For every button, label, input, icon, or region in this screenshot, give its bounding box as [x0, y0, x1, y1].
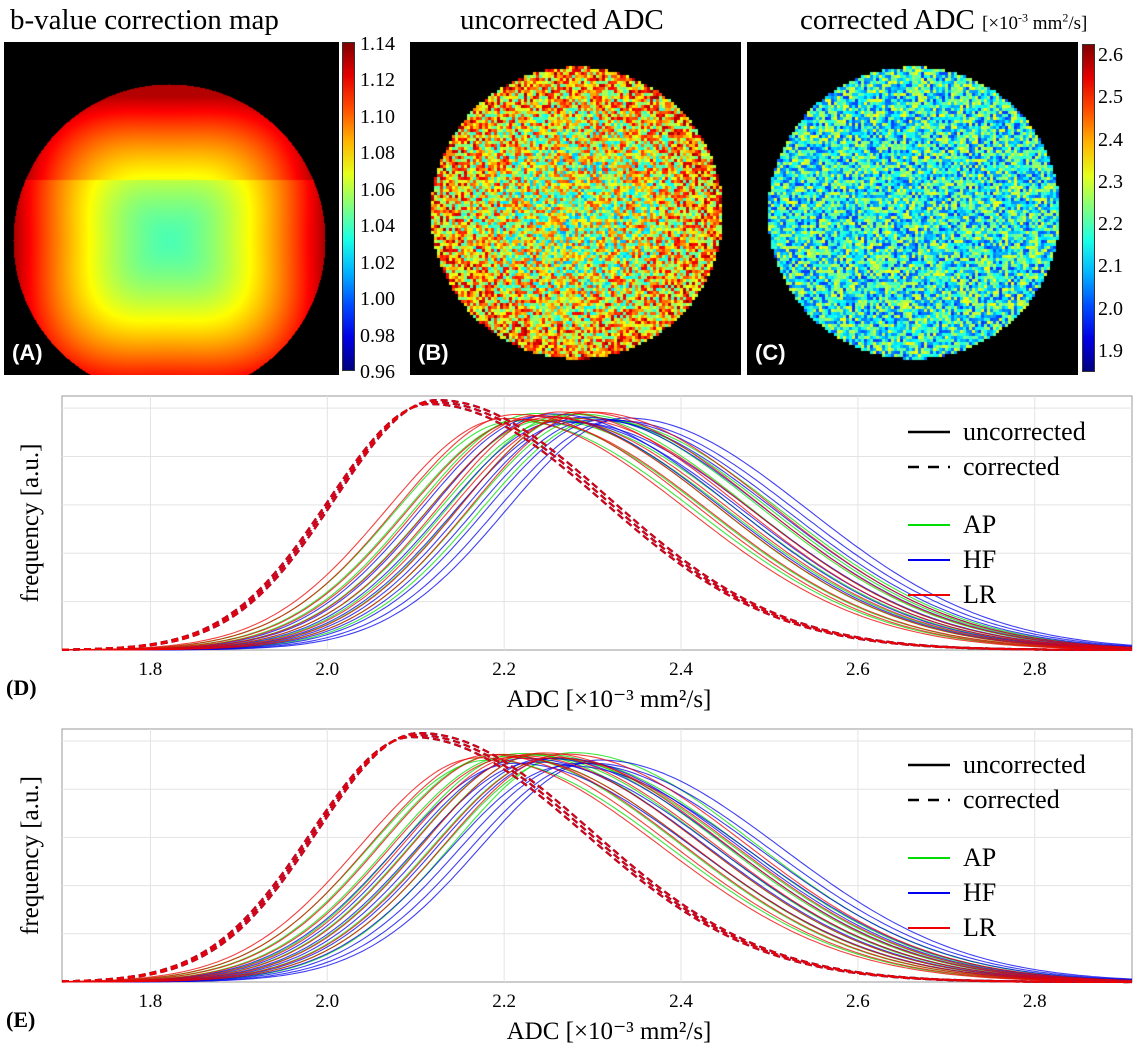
- colorbar-c-ticks: 2.6 2.5 2.4 2.3 2.2 2.1 2.0 1.9: [1098, 30, 1136, 390]
- colorbar-tick-label: 1.9: [1098, 340, 1123, 362]
- histogram-curve-hf-uncorrected: [62, 417, 1133, 651]
- colorbar-tick-label: 2.6: [1098, 44, 1123, 66]
- legend-label-uncorrected: uncorrected: [963, 417, 1086, 446]
- x-tick-label: 2.0: [315, 659, 339, 680]
- histogram-curve-hf-uncorrected: [62, 759, 1133, 983]
- colorbar-tick-label: 2.0: [1098, 297, 1123, 320]
- histogram-curve-lr-corrected: [61, 733, 1132, 984]
- histogram-curve-hf-uncorrected: [62, 415, 1133, 651]
- histogram-curve-lr-uncorrected: [62, 411, 1133, 651]
- x-tick-label: 2.4: [669, 991, 693, 1012]
- colorbar-tick-label: 1.10: [360, 105, 395, 128]
- x-tick-label: 2.4: [669, 659, 693, 680]
- plot-area: [61, 728, 1133, 983]
- colorbar-tick-label: 1.08: [360, 142, 395, 165]
- y-axis-label: frequency [a.u.]: [17, 776, 44, 935]
- histogram-curve-lr-uncorrected: [62, 753, 1132, 983]
- x-tick-label: 2.6: [846, 659, 870, 680]
- histogram-curve-lr-uncorrected: [61, 757, 1133, 983]
- histogram-curve-lr-uncorrected: [62, 753, 1133, 983]
- histogram-curve-lr-uncorrected: [61, 417, 1132, 651]
- legend-label-LR: LR: [963, 580, 997, 609]
- panel-b-title: uncorrected ADC: [460, 4, 664, 36]
- panel-a-title: b-value correction map: [10, 4, 279, 36]
- colorbar-tick-label: 1.06: [360, 178, 395, 201]
- colorbar-tick-label: 2.2: [1098, 213, 1123, 236]
- colorbar-tick-label: 2.4: [1098, 128, 1123, 151]
- legend-label-AP: AP: [963, 510, 996, 539]
- legend-label-corrected: corrected: [963, 785, 1060, 814]
- panel-c-unit: [×10-3 mm2/s]: [982, 10, 1088, 34]
- legend-label-LR: LR: [963, 913, 997, 942]
- colorbar-a: [342, 42, 355, 371]
- colorbar-tick-label: 2.3: [1098, 170, 1123, 193]
- histogram-curve-lr-uncorrected: [62, 753, 1133, 983]
- x-tick-label: 2.2: [492, 991, 516, 1012]
- histogram-curve-lr-uncorrected: [62, 756, 1133, 983]
- colorbar-tick-label: 1.00: [360, 288, 395, 311]
- colorbar-tick-label: 1.04: [360, 215, 395, 238]
- histogram-curve-lr-uncorrected: [61, 755, 1133, 983]
- colorbar-tick-label: 1.12: [360, 69, 395, 92]
- histogram-curve-lr-corrected: [62, 398, 1132, 651]
- histogram-curve-lr-uncorrected: [62, 754, 1133, 983]
- colorbar-tick-label: 1.14: [360, 33, 395, 55]
- colorbar-tick-label: 1.02: [360, 251, 395, 274]
- panel-a-tag: (A): [12, 340, 43, 365]
- legend-label-HF: HF: [963, 878, 996, 907]
- x-tick-label: 1.8: [139, 991, 163, 1012]
- histogram-curve-lr-corrected: [62, 402, 1132, 651]
- histogram-curve-lr-uncorrected: [62, 417, 1133, 651]
- corrected-adc-image: (C): [747, 42, 1078, 375]
- colorbar-tick-label: 0.96: [360, 361, 395, 383]
- legend-label-HF: HF: [963, 545, 996, 574]
- panel-c-tag: (C): [755, 340, 786, 365]
- colorbar-tick-label: 2.5: [1098, 86, 1123, 109]
- histogram-curve-lr-uncorrected: [62, 411, 1133, 651]
- panel-tag: (E): [6, 1007, 35, 1032]
- colorbar-tick-label: 0.98: [360, 324, 395, 347]
- legend-label-uncorrected: uncorrected: [963, 750, 1086, 779]
- panel-b-tag: (B): [418, 340, 449, 365]
- x-axis-label: ADC [×10⁻³ mm²/s]: [507, 1018, 712, 1045]
- x-tick-label: 2.0: [315, 991, 339, 1012]
- colorbar-c: [1082, 44, 1095, 372]
- uncorrected-adc-image: (B): [410, 42, 741, 375]
- x-axis-label: ADC [×10⁻³ mm²/s]: [507, 686, 712, 713]
- colorbar-tick-label: 2.1: [1098, 255, 1123, 278]
- x-tick-label: 2.8: [1023, 991, 1047, 1012]
- histogram-curve-lr-uncorrected: [61, 757, 1133, 983]
- legend-label-corrected: corrected: [963, 452, 1060, 481]
- panel-c-title: corrected ADC [×10-3 mm2/s]: [800, 4, 1087, 37]
- legend-label-AP: AP: [963, 843, 996, 872]
- histogram-panel-e: 1.8 2.0 2.2 2.4 2.6 2.8 ADC [×10⁻³ mm²/s] frequ…: [6, 728, 1133, 1045]
- x-tick-label: 2.6: [846, 991, 870, 1012]
- histogram-curve-lr-uncorrected: [62, 752, 1133, 983]
- correction-map-image: (A): [4, 42, 339, 375]
- y-axis-label: frequency [a.u.]: [17, 444, 44, 603]
- histogram-curve-lr-uncorrected: [62, 411, 1133, 651]
- panel-tag: (D): [6, 675, 37, 700]
- histogram-curve-lr-uncorrected: [62, 414, 1133, 651]
- histogram-curve-lr-corrected: [61, 731, 1133, 984]
- histogram-curve-lr-uncorrected: [62, 418, 1133, 651]
- panel-c-title-text: corrected ADC: [800, 4, 975, 36]
- x-tick-label: 1.8: [139, 659, 163, 680]
- histogram-curve-lr-uncorrected: [62, 417, 1133, 651]
- histogram-panel-d: 1.8 2.0 2.2 2.4 2.6 2.8 ADC [×10⁻³ mm²/s] frequ…: [6, 395, 1133, 713]
- plot-area: [61, 395, 1133, 651]
- x-tick-label: 2.2: [492, 659, 516, 680]
- x-tick-label: 2.8: [1023, 659, 1047, 680]
- histogram-curve-lr-corrected: [61, 400, 1132, 651]
- colorbar-a-ticks: 1.14 1.12 1.10 1.08 1.06 1.04 1.02 1.00 0.98 0.96: [360, 30, 410, 390]
